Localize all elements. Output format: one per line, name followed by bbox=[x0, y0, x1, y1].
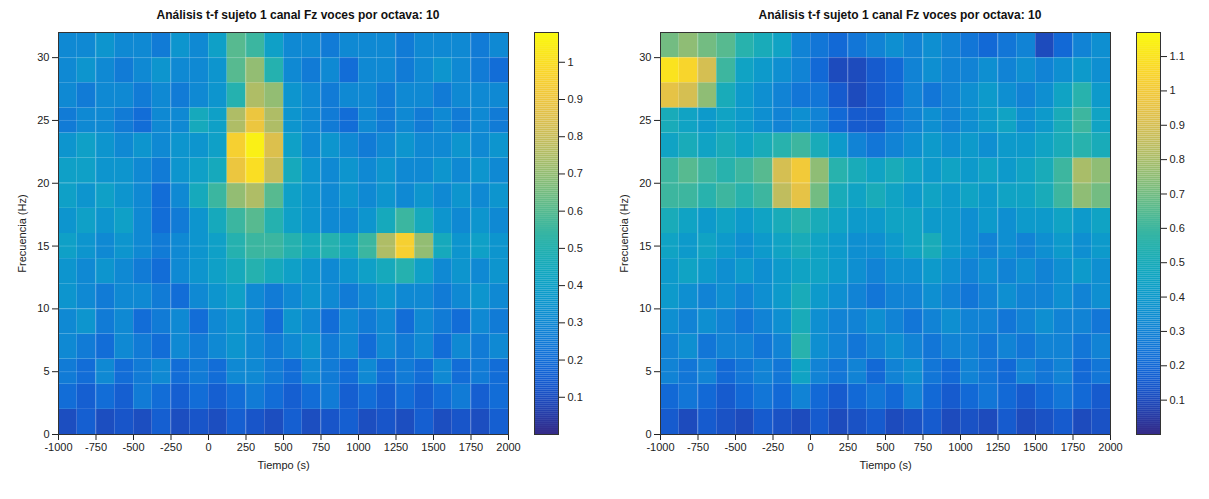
svg-text:-250: -250 bbox=[160, 441, 182, 453]
svg-text:1250: 1250 bbox=[384, 441, 408, 453]
svg-text:0.8: 0.8 bbox=[1170, 153, 1185, 165]
svg-text:0.1: 0.1 bbox=[568, 391, 583, 403]
svg-text:750: 750 bbox=[312, 441, 330, 453]
svg-text:-500: -500 bbox=[122, 441, 144, 453]
svg-text:0.3: 0.3 bbox=[1170, 325, 1185, 337]
svg-text:0.9: 0.9 bbox=[1170, 119, 1185, 131]
svg-text:0: 0 bbox=[43, 428, 49, 440]
svg-text:0.8: 0.8 bbox=[568, 130, 583, 142]
svg-text:1250: 1250 bbox=[986, 441, 1010, 453]
svg-text:-250: -250 bbox=[762, 441, 784, 453]
svg-text:10: 10 bbox=[639, 302, 651, 314]
svg-text:250: 250 bbox=[839, 441, 857, 453]
svg-text:0.3: 0.3 bbox=[568, 316, 583, 328]
svg-text:-1000: -1000 bbox=[44, 441, 72, 453]
svg-text:15: 15 bbox=[639, 240, 651, 252]
svg-text:30: 30 bbox=[639, 51, 651, 63]
svg-text:-500: -500 bbox=[724, 441, 746, 453]
svg-text:5: 5 bbox=[43, 365, 49, 377]
svg-text:0.7: 0.7 bbox=[568, 167, 583, 179]
svg-text:2000: 2000 bbox=[1098, 441, 1122, 453]
svg-text:20: 20 bbox=[37, 177, 49, 189]
svg-text:0.6: 0.6 bbox=[1170, 222, 1185, 234]
svg-text:0.1: 0.1 bbox=[1170, 394, 1185, 406]
svg-text:1000: 1000 bbox=[346, 441, 370, 453]
svg-text:1500: 1500 bbox=[421, 441, 445, 453]
svg-text:2000: 2000 bbox=[496, 441, 520, 453]
svg-text:1: 1 bbox=[1170, 84, 1176, 96]
svg-text:500: 500 bbox=[274, 441, 292, 453]
svg-text:1.1: 1.1 bbox=[1170, 50, 1185, 62]
svg-text:500: 500 bbox=[876, 441, 894, 453]
html-text:Análisis t-f sujeto 1 canal Fz: Análisis t-f sujeto 1 canal Fz voces por… bbox=[156, 8, 440, 22]
svg-text:750: 750 bbox=[914, 441, 932, 453]
svg-text:0.2: 0.2 bbox=[1170, 359, 1185, 371]
svg-text:0.5: 0.5 bbox=[1170, 256, 1185, 268]
svg-text:-1000: -1000 bbox=[646, 441, 674, 453]
svg-text:20: 20 bbox=[639, 177, 651, 189]
svg-text:Frecuencia (Hz): Frecuencia (Hz) bbox=[16, 194, 28, 272]
svg-text:0.6: 0.6 bbox=[568, 205, 583, 217]
svg-text:1500: 1500 bbox=[1023, 441, 1047, 453]
svg-text:0: 0 bbox=[205, 441, 211, 453]
svg-text:0: 0 bbox=[645, 428, 651, 440]
svg-text:0: 0 bbox=[807, 441, 813, 453]
svg-text:0.7: 0.7 bbox=[1170, 188, 1185, 200]
svg-text:1000: 1000 bbox=[948, 441, 972, 453]
svg-text:0.5: 0.5 bbox=[568, 242, 583, 254]
svg-text:250: 250 bbox=[237, 441, 255, 453]
svg-text:1750: 1750 bbox=[1061, 441, 1085, 453]
svg-text:0.9: 0.9 bbox=[568, 93, 583, 105]
svg-text:-750: -750 bbox=[687, 441, 709, 453]
svg-text:10: 10 bbox=[37, 302, 49, 314]
svg-text:Frecuencia (Hz): Frecuencia (Hz) bbox=[618, 194, 630, 272]
svg-text:0.4: 0.4 bbox=[568, 279, 583, 291]
svg-text:0.4: 0.4 bbox=[1170, 291, 1185, 303]
svg-text:30: 30 bbox=[37, 51, 49, 63]
svg-text:5: 5 bbox=[645, 365, 651, 377]
svg-text:15: 15 bbox=[37, 240, 49, 252]
svg-text:25: 25 bbox=[639, 114, 651, 126]
svg-text:-750: -750 bbox=[85, 441, 107, 453]
svg-text:1750: 1750 bbox=[459, 441, 483, 453]
svg-text:Tiempo (s): Tiempo (s) bbox=[859, 459, 911, 471]
svg-text:25: 25 bbox=[37, 114, 49, 126]
html-text:Análisis t-f sujeto 1 canal Fz: Análisis t-f sujeto 1 canal Fz voces por… bbox=[758, 8, 1042, 22]
svg-text:0.2: 0.2 bbox=[568, 354, 583, 366]
svg-text:Tiempo (s): Tiempo (s) bbox=[257, 459, 309, 471]
svg-text:1: 1 bbox=[568, 56, 574, 68]
